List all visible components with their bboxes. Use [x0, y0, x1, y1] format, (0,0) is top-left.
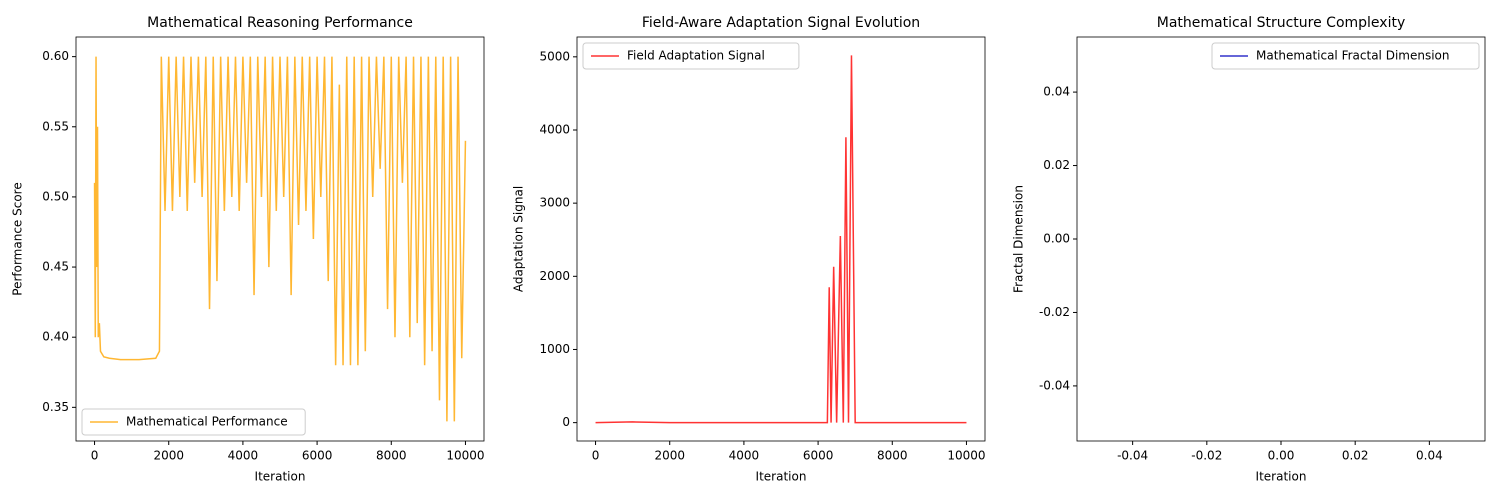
y-tick-label: 0.40 — [42, 330, 69, 344]
legend: Mathematical Fractal Dimension — [1211, 42, 1480, 70]
series-line — [93, 56, 467, 422]
legend-label: Field Adaptation Signal — [627, 49, 765, 63]
legend-label: Mathematical Performance — [126, 415, 288, 429]
y-tick-label: 4000 — [539, 122, 570, 136]
y-tick-label: 0.35 — [42, 400, 69, 414]
x-tick-label: 0.00 — [1268, 449, 1295, 463]
x-tick-label: 4000 — [729, 449, 760, 463]
subplot-title: Mathematical Reasoning Performance — [147, 15, 413, 31]
legend-box — [81, 408, 306, 436]
axes-frame — [576, 36, 986, 442]
y-tick-label: 1000 — [539, 342, 570, 356]
x-tick-label: 0 — [592, 449, 600, 463]
x-tick-label: 10000 — [446, 449, 484, 463]
x-tick-label: -0.04 — [1117, 449, 1148, 463]
subplot-title: Mathematical Structure Complexity — [1157, 15, 1406, 31]
y-tick-label: 0.55 — [42, 119, 69, 133]
legend: Field Adaptation Signal — [582, 42, 800, 70]
x-tick-label: -0.02 — [1191, 449, 1222, 463]
legend-label: Mathematical Fractal Dimension — [1256, 49, 1450, 63]
series-line — [595, 55, 967, 424]
y-tick-label: 0 — [562, 415, 570, 429]
y-tick-label: -0.04 — [1039, 378, 1070, 392]
x-tick-label: 8000 — [877, 449, 908, 463]
y-tick-label: 2000 — [539, 269, 570, 283]
axes-frame — [1076, 36, 1486, 442]
x-tick-label: 10000 — [947, 449, 985, 463]
y-tick-label: 5000 — [539, 49, 570, 63]
y-tick-label: 0.00 — [1043, 232, 1070, 246]
x-tick-label: 0.02 — [1342, 449, 1369, 463]
x-tick-label: 6000 — [803, 449, 834, 463]
y-tick-label: 0.02 — [1043, 158, 1070, 172]
x-tick-label: 6000 — [302, 449, 333, 463]
y-axis-label: Fractal Dimension — [1012, 185, 1026, 293]
x-axis-label: Iteration — [1256, 470, 1307, 484]
y-tick-label: -0.02 — [1039, 305, 1070, 319]
x-axis-label: Iteration — [255, 470, 306, 484]
y-axis-label: Adaptation Signal — [512, 186, 526, 292]
y-axis-label: Performance Score — [11, 182, 25, 295]
x-tick-label: 8000 — [376, 449, 407, 463]
y-tick-label: 0.04 — [1043, 85, 1070, 99]
legend-box — [582, 42, 800, 70]
axes-frame — [75, 36, 485, 442]
y-tick-label: 3000 — [539, 196, 570, 210]
x-tick-label: 2000 — [654, 449, 685, 463]
x-tick-label: 4000 — [228, 449, 259, 463]
x-tick-label: 0 — [91, 449, 99, 463]
x-axis-label: Iteration — [756, 470, 807, 484]
subplot-title: Field-Aware Adaptation Signal Evolution — [642, 15, 920, 31]
y-tick-label: 0.45 — [42, 260, 69, 274]
x-tick-label: 2000 — [153, 449, 184, 463]
legend-box — [1211, 42, 1480, 70]
legend: Mathematical Performance — [81, 408, 306, 436]
x-tick-label: 0.04 — [1416, 449, 1443, 463]
y-tick-label: 0.50 — [42, 189, 69, 203]
y-tick-label: 0.60 — [42, 49, 69, 63]
